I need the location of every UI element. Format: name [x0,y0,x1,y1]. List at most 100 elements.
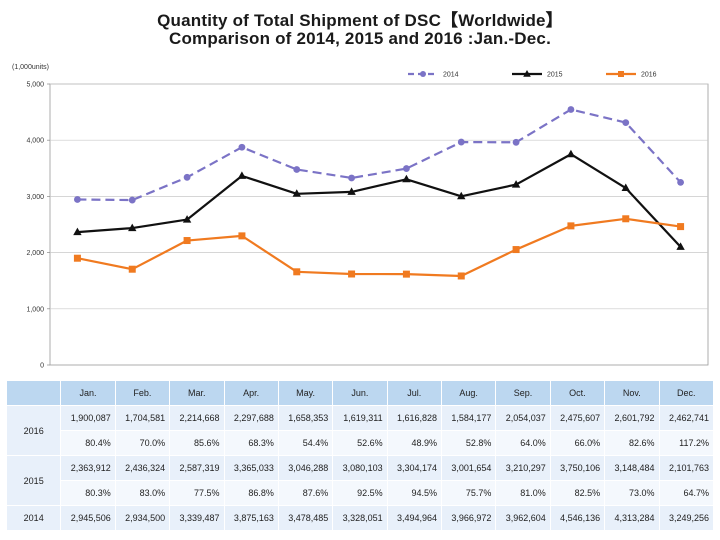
legend-marker-2015 [523,70,531,77]
quantity-cell: 1,619,311 [332,405,388,431]
point-2016-may [293,268,301,276]
legend-marker-2014 [420,71,426,77]
point-2015-oct [566,149,576,158]
series-line-2016 [77,217,681,278]
quantity-cell: 2,601,792 [604,405,660,431]
point-2014-aug [457,138,465,146]
percent-cell: 70.0% [114,430,171,456]
quantity-cell: 2,934,500 [114,505,171,531]
point-2016-jun [348,270,356,278]
quantity-cell: 2,945,506 [60,505,116,531]
percent-cell: 73.0% [604,480,660,506]
quantity-cell: 3,080,103 [332,455,388,481]
quantity-cell: 2,214,668 [169,405,225,431]
quantity-cell: 3,001,654 [440,455,497,481]
legend-label-2016: 2016 [641,72,657,79]
point-2015-feb [128,223,137,232]
quantity-cell: 2,101,763 [658,455,714,481]
legend: 2014 2015 2016 [408,70,657,79]
point-2015-jun [347,187,356,195]
chart-title-line2: Comparison of 2014, 2015 and 2016 :Jan.-… [168,29,551,48]
y-axis-label: (1,000units) [12,64,49,71]
quantity-cell: 2,475,607 [549,405,606,431]
percent-cell: 117.2% [658,430,714,456]
quantity-cell: 3,962,604 [495,505,551,531]
point-2014-nov [622,119,630,126]
quantity-cell: 2,436,324 [114,455,171,481]
y-axis-ticks: 0 1,000 2,000 3,000 4,000 5,000 [26,82,44,370]
column-header: Jul. [386,380,443,406]
column-header: May. [277,380,334,406]
percent-cell: 54.4% [277,430,334,456]
point-2016-oct [567,222,575,230]
quantity-cell: 3,365,033 [223,455,279,481]
percent-cell: 64.7% [658,480,714,506]
point-2015-dec [676,242,685,250]
point-2014-sep [512,138,520,146]
quantity-cell: 2,363,912 [60,455,116,481]
point-2014-oct [567,106,575,113]
legend-marker-2016 [618,71,624,77]
column-header-blank [5,380,62,406]
quantity-cell: 3,750,106 [549,455,606,481]
y-tick-label: 4,000 [26,138,44,145]
column-header: Feb. [114,380,171,406]
y-tick-label: 2,000 [26,250,44,257]
quantity-cell: 3,210,297 [495,455,551,481]
quantity-cell: 1,704,581 [114,405,171,431]
point-2014-may [293,166,301,173]
percent-cell: 66.0% [549,430,606,456]
quantity-cell: 2,297,688 [223,405,279,431]
percent-cell: 82.5% [549,480,606,506]
percent-cell: 52.6% [332,430,388,456]
gridlines [47,83,709,366]
column-header: Jan. [60,380,116,406]
column-header: Dec. [658,380,714,406]
quantity-cell: 1,658,353 [277,405,334,431]
percent-cell: 86.8% [223,480,279,506]
percent-cell: 77.5% [169,480,225,506]
percent-cell: 75.7% [440,480,497,506]
table-row: 2015 2,363,912 2,436,324 2,587,319 3,365,033… [5,455,714,506]
quantity-cell: 3,046,288 [277,455,334,481]
point-2014-feb [128,196,136,204]
percent-cell: 52.8% [440,430,497,456]
table-row: 2016 1,900,087 1,704,581 2,214,668 2,297,688… [5,405,714,456]
point-2014-jun [348,174,355,182]
point-2016-nov [622,215,630,223]
series-line-2015 [77,153,682,248]
point-2015-aug [457,191,466,200]
quantity-cell: 3,304,174 [386,455,443,481]
series-layer [73,106,685,280]
point-2015-sep [511,180,521,188]
column-header: Mar. [169,380,225,406]
y-tick-label: 5,000 [26,82,44,89]
quantity-cell: 3,148,484 [604,455,660,481]
quantity-cell: 3,339,487 [169,505,225,531]
point-2014-mar [183,173,191,181]
point-2016-sep [512,246,520,254]
percent-cell: 80.4% [60,430,116,456]
quantity-cell: 1,584,177 [440,405,497,431]
point-2016-apr [238,232,246,240]
table-row: 80.4% 70.0% 85.6% 68.3% 54.4% 52.6% 48.9% 52.8%… [7,430,714,456]
percent-cell: 48.9% [386,430,443,456]
chart-title-line1: Quantity of Total Shipment of DSC【Worldw… [157,11,563,30]
y-tick-label: 1,000 [26,306,44,313]
table-body: 2016 1,900,087 1,704,581 2,214,668 2,297,688… [5,405,714,531]
percent-cell: 64.0% [495,430,551,456]
point-2015-jul [402,174,411,183]
y-tick-label: 3,000 [26,194,44,201]
column-header: Oct. [549,380,606,406]
column-header: Jun. [332,380,388,406]
quantity-cell: 3,875,163 [223,505,279,531]
quantity-cell: 2,054,037 [495,405,551,431]
percent-cell: 82.6% [604,430,660,456]
point-2016-aug [457,272,465,280]
point-2014-apr [238,143,246,151]
point-2016-feb [128,265,136,273]
legend-label-2015: 2015 [547,72,563,79]
y-tick-label: 0 [40,363,44,370]
row-year: 2016 [5,405,62,456]
table-row: 2014 2,945,506 2,934,500 3,339,487 3,875,163… [5,505,714,531]
